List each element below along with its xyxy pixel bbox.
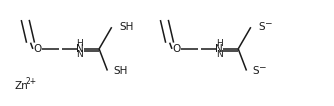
Text: S: S — [253, 66, 259, 76]
Text: H
N: H N — [216, 39, 222, 59]
Text: N: N — [76, 44, 84, 54]
Text: SH: SH — [113, 66, 128, 76]
Text: 2+: 2+ — [26, 77, 37, 86]
Text: O: O — [172, 44, 181, 54]
Text: −: − — [259, 62, 266, 71]
Text: N: N — [215, 44, 223, 54]
Text: SH: SH — [119, 22, 133, 32]
Text: Zn: Zn — [15, 81, 28, 91]
Text: H
N: H N — [76, 39, 83, 59]
Text: S: S — [258, 22, 265, 32]
Text: −: − — [264, 19, 272, 28]
Text: O: O — [33, 44, 42, 54]
